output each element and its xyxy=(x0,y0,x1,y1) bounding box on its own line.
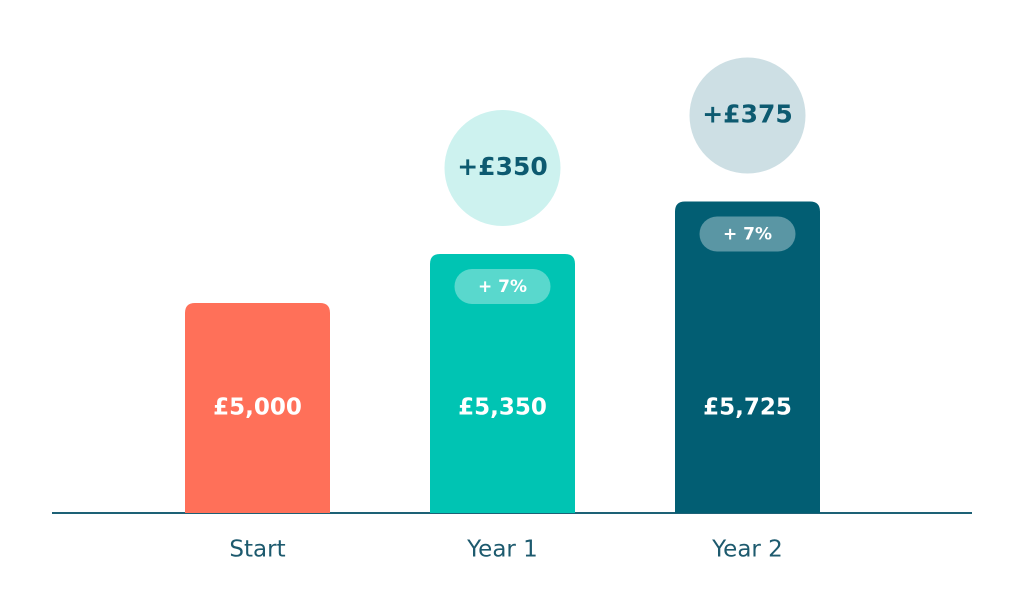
increase-bubble xyxy=(444,110,561,226)
bar xyxy=(675,201,820,513)
x-tick-label: Year 1 xyxy=(466,537,538,563)
bar xyxy=(185,303,330,513)
value-label: £5,000 xyxy=(213,395,302,421)
bar xyxy=(430,254,575,513)
rate-label: + 7% xyxy=(723,225,772,245)
rate-pill xyxy=(454,269,551,304)
x-tick-label: Start xyxy=(229,537,285,563)
rate-label: + 7% xyxy=(478,277,527,297)
increase-label: +£375 xyxy=(702,100,793,129)
increase-label: +£350 xyxy=(457,152,548,181)
value-label: £5,725 xyxy=(703,395,792,421)
value-label: £5,350 xyxy=(458,395,547,421)
rate-pill xyxy=(699,216,796,252)
increase-bubble xyxy=(689,57,806,174)
x-tick-label: Year 2 xyxy=(711,537,783,563)
